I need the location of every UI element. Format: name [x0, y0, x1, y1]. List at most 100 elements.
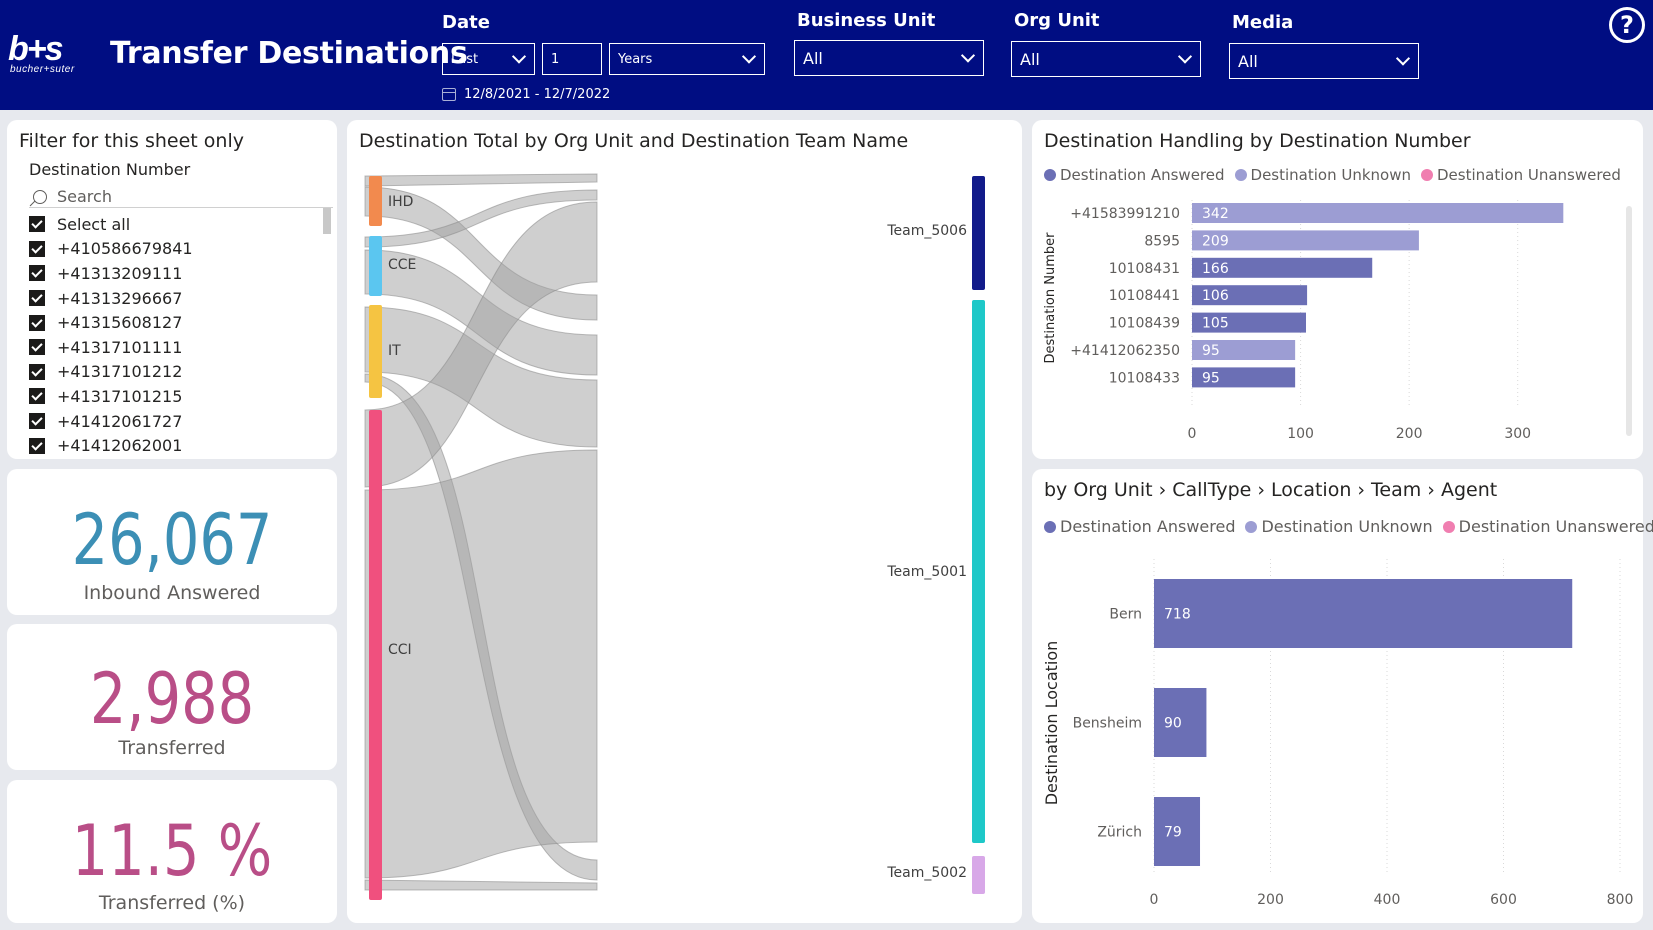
bar [1192, 203, 1564, 223]
slicer-item-select-all[interactable]: Select all [29, 212, 329, 237]
slicer-item[interactable]: +41313209111 [29, 261, 329, 286]
checkbox-checked[interactable] [29, 363, 45, 380]
slicer-item[interactable]: +41317101212 [29, 360, 329, 385]
date-unit-dropdown[interactable]: Years [609, 43, 765, 75]
data-label: 209 [1202, 233, 1229, 249]
chart2-svg: 0 200 400 600 800 718 Bern 90 Bensheim 79 Zürich De… [1042, 559, 1634, 908]
x-tick-label: 0 [1150, 892, 1159, 908]
sankey-node-it[interactable] [369, 305, 382, 398]
sankey-label: IT [388, 343, 401, 359]
search-input[interactable]: Search [29, 186, 333, 208]
sankey-node-ihd[interactable] [369, 176, 382, 226]
checkbox-checked[interactable] [29, 290, 45, 307]
y-tick-label: Bern [1109, 607, 1142, 623]
data-label: 166 [1202, 261, 1229, 277]
bar [1192, 367, 1296, 388]
sankey-node-team-5006[interactable] [972, 176, 985, 290]
sankey-card: Destination Total by Org Unit and Destin… [347, 120, 1022, 923]
kpi-transferred-percent: 11.5 % Transferred (%) [7, 780, 337, 923]
x-tick-label: 0 [1188, 426, 1197, 442]
chart1-legend: Destination Answered Destination Unknown… [1044, 166, 1631, 184]
data-label: 95 [1202, 370, 1220, 386]
chevron-down-icon [511, 49, 527, 64]
media-dropdown[interactable]: All [1229, 43, 1419, 79]
date-range-display: 12/8/2021 - 12/7/2022 [442, 87, 610, 102]
legend-item[interactable]: Destination Unanswered [1421, 166, 1621, 184]
checkbox-checked[interactable] [29, 413, 45, 430]
y-tick-label: Bensheim [1073, 716, 1142, 732]
sankey-label: CCE [388, 257, 417, 273]
slicer-item[interactable]: +41317101111 [29, 335, 329, 360]
data-label: 718 [1164, 607, 1191, 623]
date-relative-dropdown[interactable]: Last [442, 43, 535, 75]
kpi-value: 26,067 [71, 499, 273, 581]
kpi-label: Inbound Answered [83, 582, 261, 604]
page-title: Transfer Destinations [110, 35, 468, 71]
chart1-scrollbar[interactable] [1626, 206, 1632, 436]
chart2-title: by Org Unit › CallType › Location › Team… [1044, 479, 1498, 501]
chart2-legend: Destination Answered Destination Unknown… [1044, 517, 1653, 536]
checkbox-checked[interactable] [29, 216, 45, 233]
legend-item[interactable]: Destination Unknown [1234, 166, 1411, 184]
slicer-scrollbar[interactable] [323, 208, 331, 234]
search-icon [33, 189, 47, 204]
slicer-item[interactable]: +41317101215 [29, 384, 329, 409]
legend-dot [1245, 520, 1258, 533]
legend-item[interactable]: Destination Unknown [1245, 517, 1433, 536]
sankey-chart [364, 173, 598, 891]
help-icon[interactable]: ? [1609, 7, 1645, 43]
destination-number-slicer: Filter for this sheet only Destination N… [7, 120, 337, 459]
date-filter-label: Date [442, 12, 490, 33]
legend-item[interactable]: Destination Answered [1044, 517, 1235, 536]
legend-item[interactable]: Destination Answered [1044, 166, 1225, 184]
sankey-node-team-5001[interactable] [972, 300, 985, 843]
y-tick-label: 10108441 [1109, 288, 1180, 304]
data-label: 105 [1202, 316, 1229, 332]
date-count-input[interactable]: 1 [542, 43, 602, 75]
checkbox-checked[interactable] [29, 314, 45, 331]
checkbox-checked[interactable] [29, 240, 45, 257]
media-label: Media [1232, 12, 1294, 33]
x-tick-label: 800 [1607, 892, 1634, 908]
chart1-title: Destination Handling by Destination Numb… [1044, 130, 1471, 152]
sankey-node-cce[interactable] [369, 236, 382, 296]
y-tick-label: 10108433 [1109, 370, 1180, 386]
checkbox-checked[interactable] [29, 265, 45, 282]
checkbox-checked[interactable] [29, 339, 45, 356]
kpi-label: Transferred [118, 737, 226, 759]
sankey-link [364, 189, 598, 248]
chevron-down-icon [1177, 49, 1193, 64]
legend-dot [1044, 520, 1056, 533]
y-tick-label: 10108431 [1109, 261, 1180, 277]
x-tick-label: 600 [1490, 892, 1517, 908]
chevron-down-icon [741, 49, 757, 64]
legend-dot [1234, 169, 1247, 181]
org-unit-dropdown[interactable]: All [1011, 41, 1201, 77]
checkbox-checked[interactable] [29, 437, 45, 454]
business-unit-dropdown[interactable]: All [794, 40, 984, 76]
slicer-item[interactable]: +41412062001 [29, 433, 329, 458]
legend-dot [1421, 169, 1433, 181]
legend-dot [1044, 169, 1056, 181]
chart1-svg: 0 100 200 300 342 +41583991210 209 8595 166 10108… [1043, 200, 1564, 442]
checkbox-checked[interactable] [29, 388, 45, 405]
header-bar: b+s bucher+suter Transfer Destinations D… [0, 0, 1653, 110]
slicer-item[interactable]: +41313296667 [29, 286, 329, 311]
sankey-node-cci[interactable] [369, 410, 382, 900]
y-axis-title: Destination Location [1042, 641, 1061, 806]
bar [1154, 797, 1201, 866]
legend-item[interactable]: Destination Unanswered [1442, 517, 1653, 536]
sankey-node-team-5002[interactable] [972, 856, 985, 894]
legend-dot [1442, 520, 1455, 533]
x-tick-label: 200 [1257, 892, 1284, 908]
bar [1192, 230, 1419, 251]
sankey-link [364, 173, 598, 187]
business-unit-label: Business Unit [797, 10, 936, 31]
sankey-label: CCI [388, 642, 412, 658]
slicer-item[interactable]: +41412061727 [29, 409, 329, 434]
slicer-item[interactable]: +410586679841 [29, 237, 329, 262]
x-tick-label: 100 [1287, 426, 1314, 442]
bar [1192, 285, 1308, 306]
data-label: 79 [1164, 825, 1182, 841]
slicer-item[interactable]: +41315608127 [29, 310, 329, 335]
